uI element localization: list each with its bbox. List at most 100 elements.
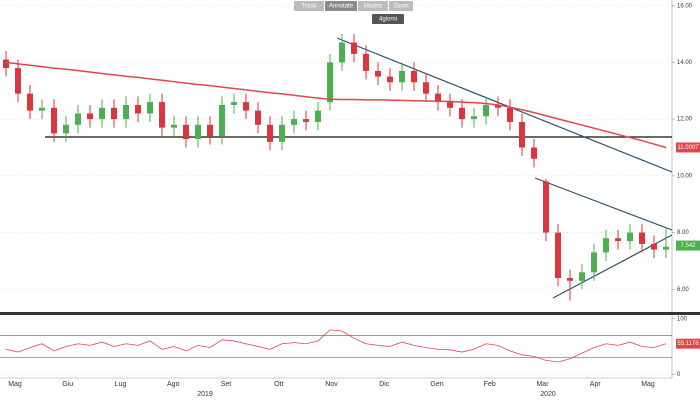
candle-body xyxy=(147,102,153,114)
candle-body xyxy=(63,124,69,134)
candle-body xyxy=(387,76,393,83)
candle-body xyxy=(123,104,129,120)
candle-body xyxy=(495,104,501,108)
candle-body xyxy=(75,113,81,125)
year-label: 2020 xyxy=(540,391,556,398)
candle-body xyxy=(603,238,609,253)
candle-body xyxy=(423,82,429,94)
candle-body xyxy=(567,277,573,281)
x-tick-label: Apr xyxy=(590,381,602,388)
trend-line xyxy=(336,37,673,173)
price-tag-label: 11.0007 xyxy=(677,145,699,151)
candle-body xyxy=(447,102,453,108)
x-tick-label: Ott xyxy=(274,381,283,388)
y-tick-label: 100 xyxy=(677,316,688,322)
trend-line xyxy=(534,177,673,231)
button-label[interactable]: 4giorni xyxy=(379,17,397,23)
candle-body xyxy=(483,104,489,117)
candle-body xyxy=(243,102,249,111)
candle-body xyxy=(267,124,273,142)
candle-body xyxy=(51,107,57,134)
candle-body xyxy=(351,42,357,54)
y-tick-label: 16.00 xyxy=(677,3,693,9)
button[interactable] xyxy=(389,1,413,11)
candle-body xyxy=(27,93,33,111)
y-tick-label: 14.00 xyxy=(677,60,693,66)
x-tick-label: Mag xyxy=(8,381,22,388)
candle-body xyxy=(207,124,213,137)
candle-body xyxy=(135,104,141,114)
candle-body xyxy=(255,110,261,125)
candle-body xyxy=(279,124,285,142)
x-tick-label: Set xyxy=(221,381,232,388)
y-tick-label: 6.00 xyxy=(677,287,689,293)
button-label[interactable]: Mostra xyxy=(364,4,383,10)
candle-body xyxy=(183,124,189,139)
button-label[interactable]: Track xyxy=(302,4,318,10)
x-tick-label: Dic xyxy=(379,381,390,388)
candle-body xyxy=(615,238,621,242)
candle-body xyxy=(171,124,177,128)
candle-body xyxy=(375,70,381,77)
candle-body xyxy=(87,113,93,120)
candle-body xyxy=(159,102,165,128)
candle-body xyxy=(507,107,513,122)
candle-body xyxy=(99,107,105,120)
axis-area xyxy=(672,0,700,400)
candle-body xyxy=(303,119,309,122)
x-tick-label: Mar xyxy=(536,381,549,388)
y-tick-label: 10.00 xyxy=(677,173,693,179)
button[interactable] xyxy=(358,1,388,11)
button[interactable] xyxy=(294,1,324,11)
candle-body xyxy=(543,181,549,233)
candle-body xyxy=(315,110,321,122)
candle-body xyxy=(327,62,333,103)
price-tag xyxy=(676,142,700,153)
candle-body xyxy=(459,107,465,120)
value-tag xyxy=(676,338,700,349)
candle-body xyxy=(195,124,201,139)
candle-body xyxy=(39,107,45,111)
x-tick-label: Nov xyxy=(325,381,338,388)
x-tick-label: Feb xyxy=(484,381,496,388)
candle-body xyxy=(339,42,345,63)
button-label[interactable]: Annotate xyxy=(329,4,354,10)
candle-body xyxy=(519,121,525,148)
candle-body xyxy=(639,232,645,244)
candle-body xyxy=(3,59,9,69)
candle-body xyxy=(627,232,633,242)
candle-body xyxy=(555,232,561,278)
rsi-line xyxy=(5,329,667,363)
x-tick-label: Ago xyxy=(167,381,180,388)
candle-body xyxy=(15,68,21,94)
candle-body xyxy=(399,70,405,83)
candle-body xyxy=(531,147,537,159)
x-tick-label: Gen xyxy=(430,381,443,388)
candle-body xyxy=(579,272,585,281)
y-tick-label: 12.00 xyxy=(677,117,693,123)
x-tick-label: Lug xyxy=(115,381,127,388)
year-label: 2019 xyxy=(197,391,213,398)
price-tag xyxy=(676,240,700,251)
button[interactable] xyxy=(372,14,404,24)
x-tick-label: Mag xyxy=(641,381,655,388)
candle-body xyxy=(291,119,297,125)
moving-average xyxy=(5,61,667,149)
value-tag-label: 55.1178 xyxy=(677,341,699,347)
candle-body xyxy=(111,107,117,120)
panel-separator xyxy=(0,312,700,315)
candle-body xyxy=(231,102,237,105)
x-tick-label: Giu xyxy=(62,381,73,388)
candle-body xyxy=(471,116,477,120)
candle-body xyxy=(363,53,369,71)
candle-body xyxy=(591,252,597,273)
button-label[interactable]: Zoom xyxy=(393,4,408,10)
candle-body xyxy=(219,104,225,137)
y-tick-label: 0 xyxy=(677,372,681,378)
button[interactable] xyxy=(325,1,357,11)
toolbar: Track Annotate Mostra Zoom 4giorni xyxy=(294,1,413,24)
candle-body xyxy=(651,243,657,250)
price-tag-label: 7.542 xyxy=(680,243,696,249)
